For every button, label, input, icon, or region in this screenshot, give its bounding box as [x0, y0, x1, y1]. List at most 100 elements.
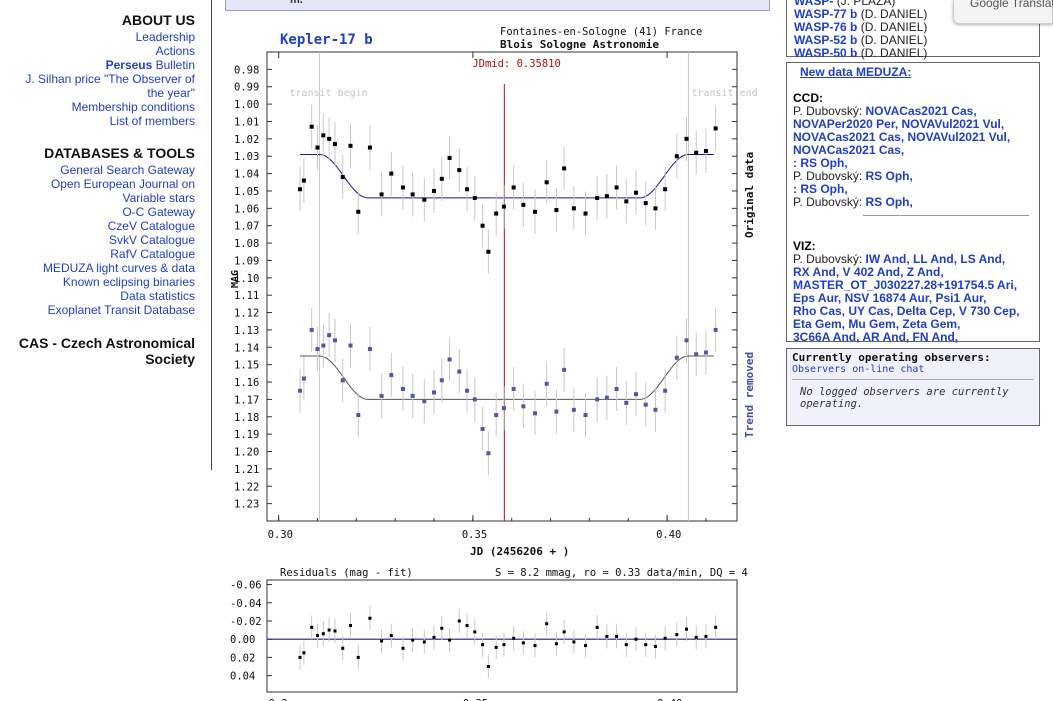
trend-removed-point [447, 357, 452, 362]
original-data-point [674, 154, 679, 159]
viz-links[interactable]: Eps Aur, NSV 16874 Aur, Psi1 Aur, [793, 291, 987, 305]
trend-removed-point [348, 343, 353, 348]
nav-link-etd[interactable]: Exoplanet Transit Database [47, 303, 195, 317]
viz-links[interactable]: 3C66A And, AR And, FN And, [793, 330, 959, 344]
trend-removed-point [643, 402, 648, 407]
wasp-link[interactable]: WASP-77 b [794, 7, 858, 21]
cas-title-line1: CAS - Czech Astronomical [18, 335, 195, 351]
nav-link-meduza[interactable]: MEDUZA light curves & data [42, 261, 195, 275]
wasp-link[interactable]: WASP-50 b [794, 46, 858, 60]
google-translate-widget[interactable]: Google Translate [953, 0, 1053, 24]
nav-link-statistics[interactable]: Data statistics [120, 289, 195, 303]
viz-links[interactable]: MASTER_OT_J030227.28+191754.5 Ari, [793, 278, 1018, 292]
wasp-row[interactable]: WASP-52 b (D. DANIEL) [794, 34, 1039, 47]
y-tick-label: 1.13 [234, 325, 259, 337]
wasp-link[interactable]: WASP-76 b [794, 20, 858, 34]
nav-section-about: ABOUT US Leadership Actions Perseus Bull… [25, 12, 195, 128]
wasp-link-partial[interactable]: WASP- [794, 0, 834, 8]
cas-link[interactable]: CAS - Czech Astronomical Society [14, 335, 195, 367]
wasp-row[interactable]: WASP-77 b (D. DANIEL) [794, 8, 1039, 21]
fit-curve-original [300, 154, 714, 199]
ccd-links[interactable]: : RS Oph, [793, 156, 848, 170]
nav-link-oejv-2[interactable]: Variable stars [122, 191, 195, 205]
nav-link-svkv[interactable]: SvkV Catalogue [108, 233, 195, 247]
observers-none-text: No logged observers are currently operat… [800, 386, 1009, 410]
nav-link-eclipsing[interactable]: Known eclipsing binaries [62, 275, 195, 289]
original-data-point [614, 185, 619, 190]
transit-begin-label: transit begin [289, 88, 367, 99]
original-data-point [583, 211, 588, 216]
ccd-links[interactable]: RS Oph, [865, 195, 913, 209]
nav-link-czev[interactable]: CzeV Catalogue [107, 219, 195, 233]
trend-removed-point [521, 404, 526, 409]
ccd-links[interactable]: NOVACas2021 Cas, [865, 104, 977, 118]
original-data-point [494, 211, 499, 216]
trend-removed-point [653, 407, 658, 412]
trend-removed-point [465, 388, 470, 393]
nav-divider [211, 0, 212, 470]
viz-links[interactable]: Eta Gem, Mu Gem, Zeta Gem, [793, 317, 961, 331]
header-strip: m. [225, 0, 770, 11]
nav-heading-about: ABOUT US [121, 12, 195, 28]
original-data-point [713, 126, 718, 131]
wasp-observer: (D. DANIEL) [860, 7, 928, 21]
meduza-title-link[interactable]: New data MEDUZA: [800, 66, 1035, 79]
residual-point [368, 616, 372, 620]
trend-removed-point [614, 386, 619, 391]
viz-links[interactable]: RX And, V 402 And, Z And, [793, 265, 944, 279]
nav-link-members[interactable]: List of members [109, 114, 195, 128]
trend-removed-point [298, 388, 303, 393]
wasp-row[interactable]: WASP-76 b (D. DANIEL) [794, 21, 1039, 34]
original-data-point [501, 204, 506, 209]
fit-curve-trend [300, 355, 714, 400]
residual-point [327, 628, 331, 632]
nav-link-oejv[interactable]: Open European Journal on [50, 177, 195, 191]
observers-chat-link[interactable]: Observers on-line chat [792, 364, 925, 375]
ccd-links[interactable]: NOVACas2021 Cas, NOVAVul2021 Vul, [793, 130, 1011, 144]
trend-removed-point [511, 386, 516, 391]
y-tick-label: 1.03 [234, 151, 259, 163]
nav-link-silhan-price[interactable]: J. Silhan price "The Observer of [25, 72, 195, 86]
ccd-links[interactable]: : RS Oph, [793, 182, 848, 196]
ccd-links[interactable]: RS Oph, [865, 169, 913, 183]
nav-link-rafv[interactable]: RafV Catalogue [110, 247, 195, 261]
y-tick-label: 1.00 [234, 99, 259, 111]
ccd-links[interactable]: NOVACas2021 Cas, [793, 143, 905, 157]
residual-point [685, 627, 689, 631]
trend-removed-point [694, 352, 699, 357]
wasp-link[interactable]: WASP-52 b [794, 33, 858, 47]
ccd-links[interactable]: NOVAPer2020 Per, NOVAVul2021 Vul, [793, 117, 1005, 131]
residuals-label: Residuals (mag - fit) [280, 567, 413, 579]
nav-link-oc-gateway[interactable]: O-C Gateway [122, 205, 195, 219]
nav-link-perseus[interactable]: Perseus Bulletin [25, 58, 195, 72]
nav-link-actions[interactable]: Actions [155, 44, 195, 58]
viz-links[interactable]: IW And, LL And, LS And, [865, 252, 1006, 266]
original-data-point [703, 149, 708, 154]
residual-point [714, 625, 718, 629]
nav-link-search-gateway[interactable]: General Search Gateway [60, 163, 195, 177]
nav-link-silhan-price-2[interactable]: the year" [147, 86, 195, 100]
residuals-chart: Residuals (mag - fit) S = 8.2 mmag, ro = … [230, 567, 748, 701]
original-data-point [653, 206, 658, 211]
residual-point [494, 645, 498, 649]
y-tick-label: 1.15 [234, 360, 259, 372]
y-tick-label: 1.04 [234, 169, 259, 181]
wasp-row[interactable]: WASP-50 b (D. DANIEL) [794, 47, 1039, 60]
y-tick-label: 1.11 [234, 290, 259, 302]
residual-point [302, 651, 306, 655]
viz-links[interactable]: Rho Cas, UY Cas, Delta Cep, V 730 Cep, [793, 304, 1020, 318]
nav-link-leadership[interactable]: Leadership [135, 30, 195, 44]
trend-removed-point [494, 413, 499, 418]
observer-name: P. Dubovský: [793, 195, 863, 209]
header-strip-text: m. [290, 0, 303, 6]
trend-removed-point [486, 451, 491, 456]
original-data-point [472, 195, 477, 200]
nav-link-membership[interactable]: Membership conditions [71, 100, 195, 114]
trend-removed-point [340, 378, 345, 383]
residual-y-tick-label: 0.00 [230, 634, 255, 646]
x-tick-label: 0.40 [656, 529, 681, 541]
trend-removed-point [439, 378, 444, 383]
wasp-row-partial[interactable]: WASP- (J. PLAZA) [794, 0, 1039, 8]
original-data-point [533, 209, 538, 214]
residual-point [663, 636, 667, 640]
